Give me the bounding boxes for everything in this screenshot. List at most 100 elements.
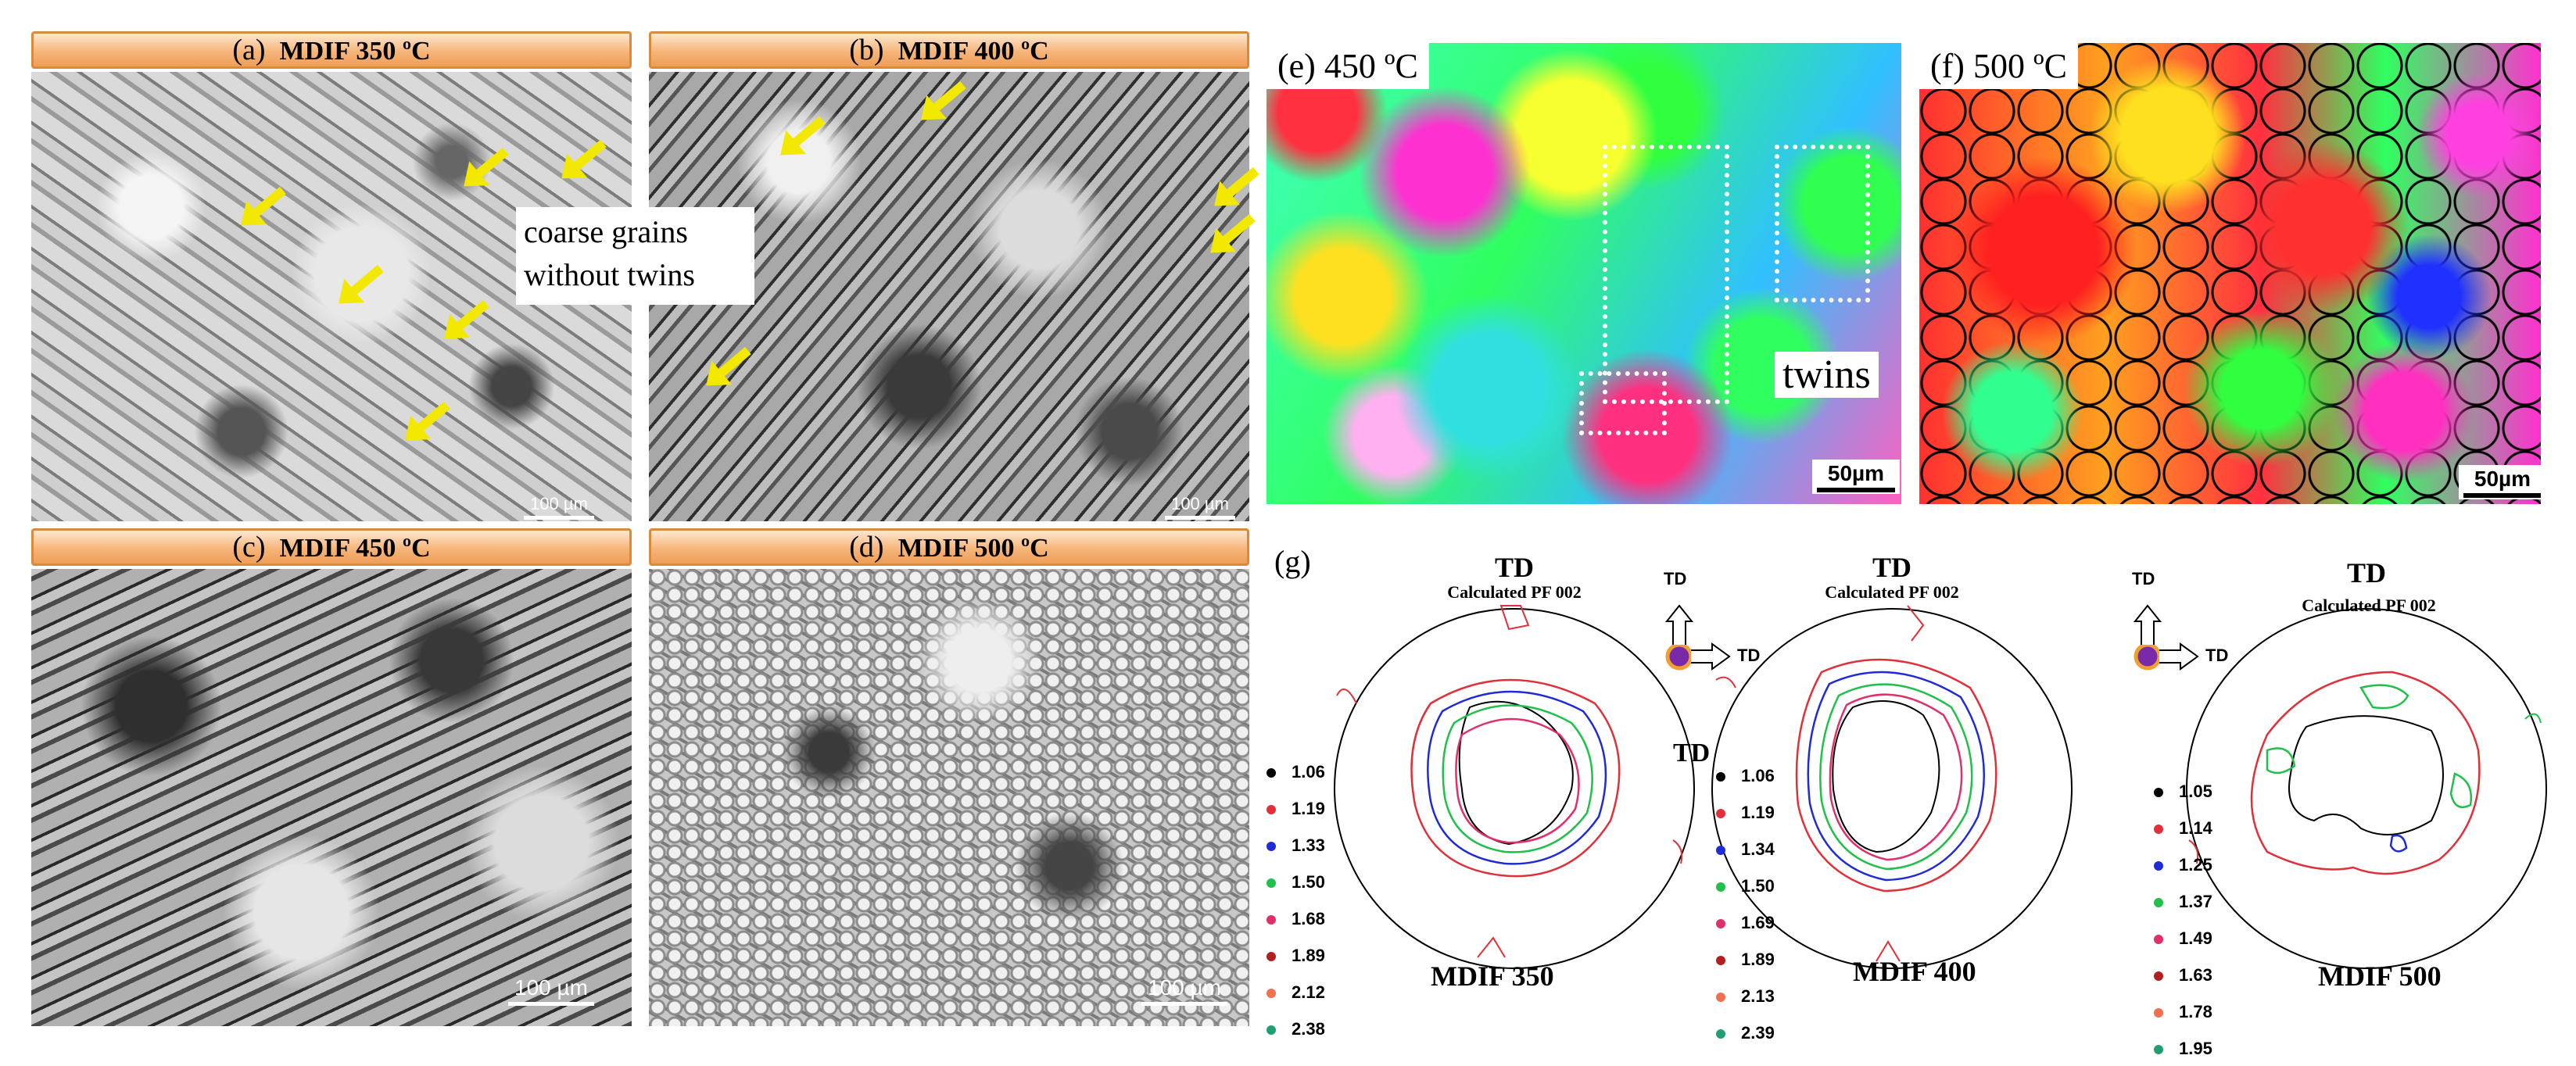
pf2-contour-magenta — [1829, 693, 1963, 861]
twin-box-3 — [1775, 145, 1870, 302]
panel-d-title: MDIF 500 ºC — [897, 534, 1049, 563]
legend-value: 2.38 — [1292, 1019, 1325, 1039]
axis-up-arrow-icon — [2133, 604, 2162, 645]
pole-figure-mdif-350 — [1334, 605, 1695, 969]
pf1-td-label: TD — [1494, 552, 1534, 583]
pf3-rim-pole-left — [2188, 839, 2199, 864]
pf2-contour-blue — [1807, 671, 1985, 882]
legend-value: 1.19 — [1741, 803, 1775, 822]
pf2-rim-pole-bottom — [1876, 940, 1901, 962]
legend-dot-icon — [2154, 898, 2163, 908]
panel-d-scalebar: 100 µm — [1141, 975, 1227, 1006]
legend-dot-icon — [1716, 772, 1725, 782]
legend-dot-icon — [1716, 956, 1725, 966]
legend-entry: 1.49 — [2154, 928, 2212, 949]
legend-entry: 1.50 — [1716, 876, 1775, 896]
side-td-label: TD — [1673, 739, 1711, 767]
legend-dot-icon — [2154, 935, 2163, 945]
legend-entry: 1.25 — [2154, 855, 2212, 875]
axis-dot-icon — [2134, 642, 2162, 671]
legend-value: 1.63 — [2179, 965, 2212, 985]
pf2-contour-green — [1819, 683, 1973, 871]
legend-value: 1.06 — [1741, 766, 1775, 785]
pf2-rim-pole-top — [1907, 605, 1925, 642]
panel-c-scale-line — [508, 1002, 594, 1006]
legend-dot-icon — [1716, 1029, 1725, 1039]
pf1-rim-pole-right — [1672, 839, 1683, 864]
axis-2-right-label: TD — [2205, 646, 2229, 665]
pf1-rim-pole-left — [1336, 689, 1357, 704]
pf2-subtitle: Calculated PF 002 — [1825, 582, 1959, 602]
legend-value: 1.50 — [1741, 876, 1775, 896]
legend-entry: 2.39 — [1716, 1023, 1775, 1043]
panel-d-label: (d) — [849, 531, 884, 563]
ebsd-map-f: (f) 500 ºC 50µm — [1919, 43, 2541, 504]
legend-entry: 1.68 — [1267, 909, 1325, 929]
legend-dot-icon — [2154, 861, 2163, 871]
pf1-outer-circle — [1334, 608, 1695, 969]
legend-dot-icon — [1716, 846, 1725, 856]
panel-e-scale-line — [1817, 488, 1895, 492]
legend-value: 1.95 — [2179, 1039, 2212, 1058]
pf2-contour-black — [1832, 700, 1940, 853]
pf3-contour-green-left — [2266, 747, 2296, 774]
legend-dot-icon — [2154, 971, 2163, 982]
axis-glyph-2 — [2133, 604, 2199, 671]
pf1-caption: MDIF 350 — [1431, 960, 1554, 992]
legend-value: 1.14 — [2179, 818, 2212, 838]
legend-entry: 1.50 — [1267, 872, 1325, 893]
panel-e-scale-text: 50µm — [1827, 461, 1885, 485]
pf2-td-label: TD — [1872, 552, 1911, 583]
panel-a-header: (a) MDIF 350 ºC — [31, 31, 632, 69]
panel-f-label: (f) 500 ºC — [1919, 43, 2078, 89]
panel-b-scale-line — [1165, 516, 1235, 520]
pole-figure-mdif-400 — [1711, 605, 2073, 969]
legend-value: 1.89 — [1741, 950, 1775, 969]
axis-glyph-1 — [1664, 604, 1731, 671]
pf3-td-label: TD — [2346, 557, 2386, 588]
pf1-contour-green — [1442, 704, 1593, 853]
axis-dot-icon — [1665, 642, 1693, 671]
axis-right-arrow-icon — [2159, 642, 2199, 671]
legend-dot-icon — [1716, 919, 1725, 929]
panel-a-title: MDIF 350 ºC — [279, 37, 431, 66]
panel-f-scale-line — [2463, 493, 2541, 498]
panel-e-label: (e) 450 ºC — [1267, 43, 1429, 89]
panel-b-header: (b) MDIF 400 ºC — [649, 31, 1249, 69]
pf2-rim-pole-left — [1715, 676, 1736, 689]
legend-dot-icon — [1716, 993, 1725, 1003]
panel-c-title: MDIF 450 ºC — [279, 534, 431, 563]
legend-value: 2.39 — [1741, 1023, 1775, 1043]
panel-d-scale-line — [1141, 1002, 1227, 1006]
legend-entry: 1.33 — [1267, 835, 1325, 856]
legend-dot-icon — [2154, 1045, 2163, 1055]
legend-value: 1.34 — [1741, 839, 1775, 859]
legend-dot-icon — [2154, 825, 2163, 835]
legend-dot-icon — [2154, 1008, 2163, 1018]
legend-value: 1.19 — [1292, 799, 1325, 818]
legend-dot-icon — [1267, 989, 1276, 999]
panel-c-scalebar: 100 µm — [508, 975, 594, 1006]
legend-entry: 1.34 — [1716, 839, 1775, 860]
panel-b-label: (b) — [849, 34, 884, 66]
legend-entry: 1.95 — [2154, 1039, 2212, 1059]
twin-box-2 — [1579, 371, 1667, 435]
legend-dot-icon — [1267, 805, 1276, 815]
pf1-contour-blue — [1427, 690, 1607, 865]
coarse-grains-annotation: coarse grains without twins — [516, 207, 754, 305]
legend-value: 1.33 — [1292, 835, 1325, 855]
legend-dot-icon — [1267, 1025, 1276, 1036]
legend-value: 1.05 — [2179, 782, 2212, 801]
legend-entry: 1.63 — [2154, 965, 2212, 986]
panel-g-label: (g) — [1274, 544, 1311, 579]
legend-value: 2.13 — [1741, 986, 1775, 1006]
legend-value: 1.25 — [2179, 855, 2212, 875]
panel-b-scalebar: 100 µm — [1165, 494, 1235, 520]
axis-right-arrow-icon — [1691, 642, 1731, 671]
pf1-contour-magenta — [1455, 717, 1580, 844]
panel-f-scale-text: 50µm — [2474, 467, 2531, 491]
pf3-contour-black — [2288, 715, 2444, 835]
legend-dot-icon — [1716, 882, 1725, 893]
legend-dot-icon — [1267, 915, 1276, 925]
